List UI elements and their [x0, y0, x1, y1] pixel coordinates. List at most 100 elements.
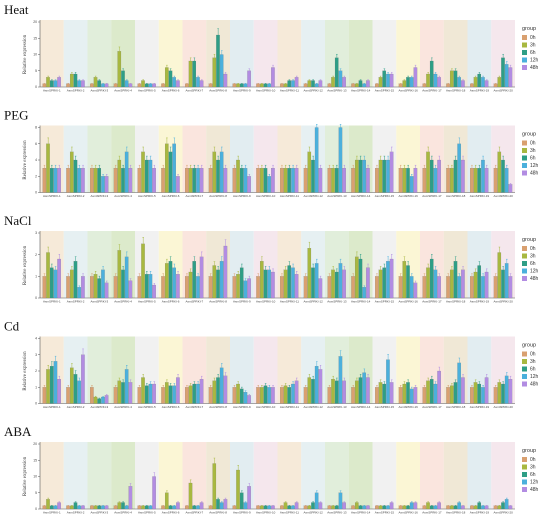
legend-label: 3h — [530, 43, 536, 49]
x-tick-label: AsmSPRKI-1 — [43, 511, 61, 515]
bar — [382, 383, 387, 404]
bar — [422, 83, 427, 88]
bar — [446, 276, 450, 299]
bar — [449, 385, 454, 404]
bar — [117, 502, 122, 510]
x-tick-label: AsmSPRKI-5 — [138, 194, 156, 198]
bar — [101, 176, 105, 193]
legend-label: 48h — [530, 276, 539, 282]
bar — [422, 168, 427, 193]
bar — [141, 377, 145, 404]
bar — [382, 70, 387, 88]
bar — [311, 502, 315, 510]
bar — [77, 168, 81, 193]
chart-panel-aba: ABA 0 5 10 15 20 Relative expression AsmSPRKI-1… — [4, 424, 539, 515]
legend-label: 3h — [530, 465, 536, 471]
x-tick-label: AsmSPRKI-17 — [422, 405, 442, 409]
x-tick-label: AsmSPRKI-4 — [114, 194, 132, 198]
legend-label: 0h — [530, 246, 536, 252]
bar — [508, 379, 513, 404]
x-tick-label: AsmSPRKI-16 — [398, 89, 418, 93]
bar — [366, 267, 370, 299]
bar — [327, 83, 332, 88]
bar — [66, 505, 70, 510]
bar — [77, 380, 81, 404]
bar — [314, 492, 319, 510]
bar — [117, 159, 122, 193]
bar — [101, 83, 105, 88]
x-tick-label: AsmSPRKI-9 — [233, 194, 251, 198]
legend-swatch — [522, 148, 527, 153]
bar — [449, 70, 454, 88]
legend-label: 3h — [530, 148, 536, 154]
bar — [137, 387, 142, 404]
bar — [386, 505, 390, 510]
category-band — [348, 20, 373, 87]
bar — [342, 380, 346, 404]
bar — [199, 80, 204, 88]
bar — [426, 151, 430, 193]
legend-swatch — [522, 35, 527, 40]
bar — [287, 80, 292, 88]
legend-label: 48h — [530, 382, 539, 388]
bar — [216, 34, 220, 88]
bar — [188, 271, 193, 299]
bar — [409, 276, 414, 299]
bar — [128, 280, 133, 299]
y-axis-label: Relative expression — [23, 140, 28, 180]
bar — [375, 83, 379, 88]
bar — [477, 502, 482, 510]
bar — [57, 258, 61, 299]
bar — [334, 505, 339, 510]
bar — [199, 256, 204, 299]
bar — [378, 159, 383, 193]
bar — [473, 168, 478, 193]
bar — [473, 271, 478, 299]
x-tick-label: AsmSPRKI-19 — [470, 89, 490, 93]
bar — [137, 168, 142, 193]
bar — [426, 73, 430, 88]
category-band — [87, 442, 112, 509]
legend-label: 12h — [530, 163, 539, 169]
bar — [223, 168, 228, 193]
bar — [192, 60, 197, 88]
bar — [77, 287, 81, 299]
x-tick-label: AsmSPRKI-3 — [91, 89, 109, 93]
bar — [493, 83, 498, 88]
category-band — [253, 442, 278, 509]
bar — [437, 502, 441, 510]
x-tick-label: AsmSPRKI-1 — [43, 405, 61, 409]
bar — [137, 83, 142, 88]
bar — [81, 168, 85, 193]
bar — [232, 276, 237, 299]
bar — [433, 73, 438, 88]
bar — [243, 280, 248, 299]
bar — [493, 276, 498, 299]
category-band — [325, 442, 349, 509]
bar — [406, 77, 410, 88]
x-tick-label: AsmSPRKI-3 — [91, 300, 109, 304]
x-tick-label: AsmSPRKI-6 — [162, 300, 180, 304]
x-tick-label: AsmSPRKI-14 — [351, 89, 371, 93]
x-tick-label: AsmSPRKI-8 — [209, 194, 227, 198]
bar — [223, 73, 228, 88]
bar — [402, 261, 407, 299]
x-tick-label: AsmSPRKI-19 — [470, 405, 490, 409]
bar — [354, 159, 359, 193]
x-tick-label: AsmSPRKI-19 — [470, 511, 490, 515]
bar — [291, 80, 295, 88]
bar — [259, 168, 264, 193]
chart-panel-peg: PEG 0 2 4 6 8 Relative expression AsmSPRKI-1 Asm… — [4, 108, 539, 199]
bar — [406, 382, 410, 404]
bar — [303, 276, 308, 299]
bar — [389, 502, 394, 510]
legend-swatch — [522, 246, 527, 251]
bar — [389, 382, 394, 404]
bar — [144, 159, 149, 193]
bar — [362, 159, 366, 193]
bar — [449, 168, 454, 193]
x-tick-label: AsmSPRKI-12 — [303, 89, 323, 93]
bar — [283, 269, 288, 299]
bar — [199, 168, 204, 193]
bar — [208, 505, 213, 510]
